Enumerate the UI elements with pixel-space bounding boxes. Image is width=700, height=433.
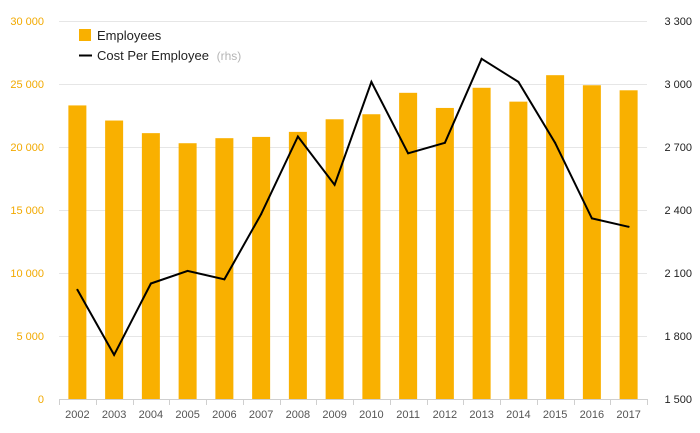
x-tick-label: 2012 bbox=[433, 409, 457, 421]
bar bbox=[399, 92, 418, 399]
x-tick-label: 2017 bbox=[616, 409, 640, 421]
legend-swatch-employees bbox=[79, 29, 91, 41]
bar bbox=[619, 90, 638, 400]
legend-note-rhs: (rhs) bbox=[217, 49, 242, 63]
x-tick-label: 2002 bbox=[65, 409, 89, 421]
y-left-tick-label: 15 000 bbox=[10, 205, 44, 217]
line-point bbox=[296, 135, 299, 138]
line-point bbox=[76, 288, 79, 291]
line-point bbox=[480, 57, 483, 60]
y-left-tick-label: 5 000 bbox=[16, 331, 44, 343]
bar bbox=[215, 138, 234, 399]
y-left-tick-label: 10 000 bbox=[10, 268, 44, 280]
bar-series-employees bbox=[68, 75, 638, 400]
bar bbox=[141, 133, 160, 399]
bar bbox=[105, 120, 124, 399]
line-point bbox=[113, 353, 116, 356]
y-right-tick-label: 1 500 bbox=[664, 394, 692, 406]
legend-label-cost-per-employee: Cost Per Employee bbox=[97, 48, 209, 63]
bar bbox=[582, 85, 601, 399]
x-tick-label: 2016 bbox=[580, 409, 604, 421]
y-left-tick-label: 0 bbox=[38, 394, 44, 406]
x-tick-label: 2005 bbox=[175, 409, 199, 421]
bar bbox=[435, 107, 454, 399]
x-tick-label: 2004 bbox=[139, 409, 163, 421]
x-tick-label: 2008 bbox=[286, 409, 310, 421]
line-point bbox=[223, 278, 226, 281]
y-right-tick-label: 2 700 bbox=[664, 142, 692, 154]
bar bbox=[509, 101, 528, 399]
line-point bbox=[443, 141, 446, 144]
axes: 0 5 000 10 000 15 000 20 000 25 000 30 000 1 50… bbox=[10, 16, 692, 421]
line-path bbox=[76, 57, 629, 358]
line-point bbox=[590, 217, 593, 220]
y-right-tick-label: 2 100 bbox=[664, 268, 692, 280]
x-tick-label: 2009 bbox=[322, 409, 346, 421]
bar bbox=[288, 131, 307, 399]
bar bbox=[325, 119, 344, 399]
bar bbox=[362, 114, 381, 400]
bar bbox=[252, 136, 271, 400]
x-tick-label: 2007 bbox=[249, 409, 273, 421]
y-left-tick-label: 25 000 bbox=[10, 79, 44, 91]
y-right-tick-label: 3 300 bbox=[664, 16, 692, 28]
legend-label-employees: Employees bbox=[97, 28, 162, 43]
x-tick-label: 2011 bbox=[396, 409, 420, 421]
x-tick-label: 2015 bbox=[543, 409, 567, 421]
y-left-tick-label: 20 000 bbox=[10, 142, 44, 154]
line-point bbox=[370, 80, 373, 83]
x-tick-label: 2013 bbox=[469, 409, 493, 421]
bar bbox=[472, 87, 491, 399]
line-point bbox=[627, 225, 630, 228]
bar bbox=[546, 75, 565, 400]
bar bbox=[68, 105, 87, 400]
x-tick-label: 2003 bbox=[102, 409, 126, 421]
y-right-tick-label: 2 400 bbox=[664, 205, 692, 217]
line-point bbox=[186, 269, 189, 272]
legend: Employees Cost Per Employee (rhs) bbox=[79, 28, 241, 63]
line-point bbox=[517, 80, 520, 83]
y-right-tick-label: 3 000 bbox=[664, 79, 692, 91]
line-series-cost-per-employee bbox=[76, 57, 630, 358]
svg-text:Cost Per Employee (rhs: Cost Per Employee (rhs) bbox=[97, 48, 241, 63]
line-point bbox=[333, 183, 336, 186]
line-point bbox=[407, 152, 410, 155]
line-point bbox=[149, 282, 152, 285]
x-tick-label: 2014 bbox=[506, 409, 530, 421]
line-point bbox=[260, 213, 263, 216]
x-tick-label: 2010 bbox=[359, 409, 383, 421]
x-tick-label: 2006 bbox=[212, 409, 236, 421]
y-left-tick-label: 30 000 bbox=[10, 16, 44, 28]
line-point bbox=[554, 141, 557, 144]
y-right-tick-label: 1 800 bbox=[664, 331, 692, 343]
